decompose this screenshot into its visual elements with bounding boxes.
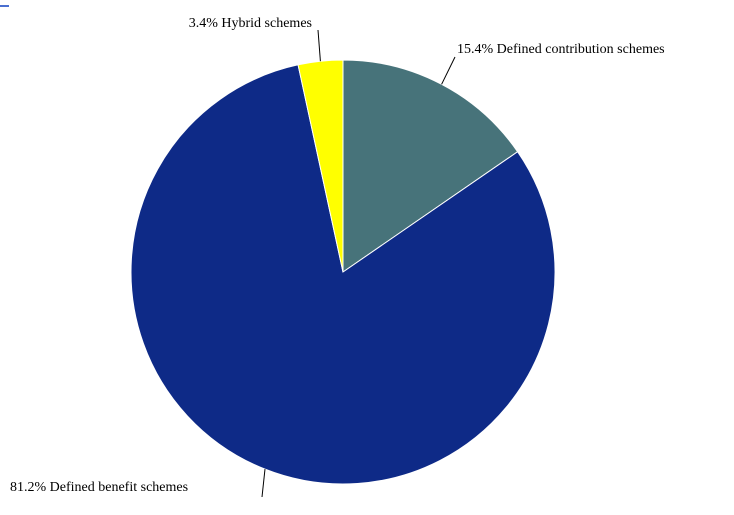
pie-slice-hybrid bbox=[297, 59, 344, 273]
slice-label-hybrid: 3.4% Hybrid schemes bbox=[189, 16, 312, 31]
leader-line-defined-contribution bbox=[441, 56, 456, 85]
slice-label-defined-benefit: 81.2% Defined benefit schemes bbox=[10, 480, 188, 495]
pie-slice-defined-contribution bbox=[342, 59, 519, 273]
leader-line-hybrid bbox=[317, 29, 321, 62]
leader-line-defined-benefit bbox=[261, 469, 266, 498]
slice-label-defined-contribution: 15.4% Defined contribution schemes bbox=[457, 42, 665, 57]
